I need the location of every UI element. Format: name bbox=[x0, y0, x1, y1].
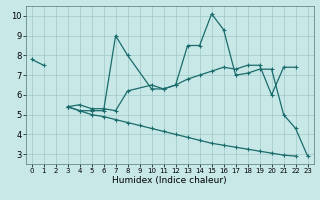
X-axis label: Humidex (Indice chaleur): Humidex (Indice chaleur) bbox=[112, 176, 227, 185]
